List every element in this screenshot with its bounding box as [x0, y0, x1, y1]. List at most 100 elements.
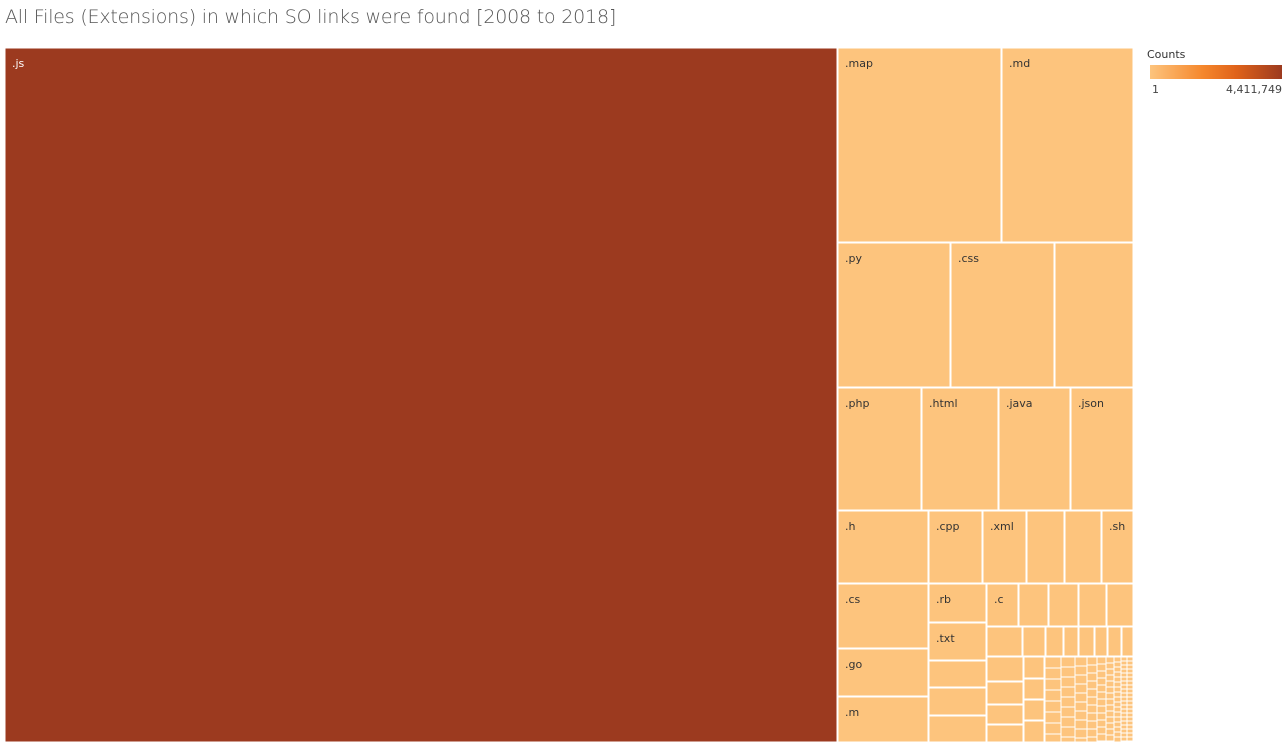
treemap-tile[interactable] — [1113, 666, 1122, 673]
treemap-tile[interactable] — [1126, 684, 1134, 690]
treemap-tile[interactable] — [1074, 683, 1088, 694]
treemap-tile[interactable] — [1086, 664, 1098, 674]
treemap-tile[interactable] — [1120, 716, 1128, 722]
treemap-tile[interactable] — [1113, 691, 1122, 698]
treemap-tile[interactable] — [1113, 671, 1122, 678]
treemap-tile[interactable] — [1120, 712, 1128, 718]
treemap-tile[interactable] — [1054, 242, 1134, 388]
treemap-tile-json[interactable] — [1070, 387, 1134, 511]
treemap-tile[interactable] — [1113, 716, 1122, 723]
treemap-tile[interactable] — [1044, 733, 1062, 743]
treemap-tile-h[interactable] — [837, 510, 929, 584]
treemap-tile[interactable] — [1126, 696, 1134, 702]
treemap-tile[interactable] — [1086, 688, 1098, 698]
treemap-tile[interactable] — [1126, 700, 1134, 706]
treemap-tile[interactable] — [1096, 691, 1107, 700]
treemap-tile[interactable] — [1096, 705, 1107, 714]
treemap-tile[interactable] — [928, 687, 987, 716]
treemap-tile[interactable] — [1120, 664, 1128, 670]
treemap-tile[interactable] — [1086, 680, 1098, 690]
treemap-tile[interactable] — [1096, 698, 1107, 707]
treemap-tile[interactable] — [1060, 686, 1076, 698]
treemap-tile[interactable] — [1044, 711, 1062, 724]
treemap-tile[interactable] — [1086, 696, 1098, 706]
treemap-tile[interactable] — [1086, 720, 1098, 730]
treemap-tile-css[interactable] — [950, 242, 1055, 388]
treemap-tile[interactable] — [1096, 677, 1107, 686]
treemap-tile[interactable] — [1126, 660, 1134, 666]
treemap-tile[interactable] — [986, 704, 1024, 725]
treemap-tile[interactable] — [1120, 704, 1128, 710]
treemap-tile[interactable] — [1120, 732, 1128, 738]
treemap-tile-html[interactable] — [921, 387, 999, 511]
treemap-tile-cs[interactable] — [837, 583, 929, 649]
treemap-tile[interactable] — [1105, 686, 1115, 694]
treemap-tile-cpp[interactable] — [928, 510, 983, 584]
treemap-tile[interactable] — [1096, 726, 1107, 735]
treemap-tile[interactable] — [1086, 704, 1098, 714]
treemap-tile[interactable] — [1120, 696, 1128, 702]
treemap-tile[interactable] — [1105, 710, 1115, 718]
treemap-tile[interactable] — [1094, 626, 1108, 657]
treemap-tile-php[interactable] — [837, 387, 922, 511]
treemap-tile[interactable] — [1120, 680, 1128, 686]
treemap-tile[interactable] — [1113, 661, 1122, 668]
treemap-tile[interactable] — [928, 715, 987, 743]
treemap-tile[interactable] — [1096, 656, 1107, 665]
treemap-tile[interactable] — [1126, 716, 1134, 722]
treemap-tile[interactable] — [1126, 728, 1134, 734]
treemap-tile[interactable] — [1105, 662, 1115, 670]
treemap-tile-xml[interactable] — [982, 510, 1027, 584]
treemap-tile[interactable] — [1113, 656, 1122, 663]
treemap-tile[interactable] — [986, 656, 1024, 682]
treemap-tile[interactable] — [1120, 676, 1128, 682]
treemap-tile[interactable] — [1105, 668, 1115, 676]
treemap-tile[interactable] — [1074, 719, 1088, 730]
treemap-tile[interactable] — [1074, 710, 1088, 721]
treemap-tile[interactable] — [1105, 680, 1115, 688]
treemap-tile[interactable] — [1105, 656, 1115, 664]
treemap-tile[interactable] — [1113, 721, 1122, 728]
treemap-tile[interactable] — [1074, 728, 1088, 739]
treemap-tile[interactable] — [1120, 720, 1128, 726]
treemap-tile[interactable] — [1120, 724, 1128, 730]
treemap-tile[interactable] — [1023, 656, 1045, 679]
treemap-tile[interactable] — [1023, 699, 1045, 721]
treemap-tile[interactable] — [1023, 678, 1045, 700]
treemap-tile[interactable] — [1113, 711, 1122, 718]
treemap-tile[interactable] — [1120, 736, 1128, 742]
treemap-tile[interactable] — [1023, 720, 1045, 743]
treemap-tile[interactable] — [1044, 656, 1062, 669]
treemap-tile[interactable] — [1086, 736, 1098, 743]
treemap-tile[interactable] — [1120, 728, 1128, 734]
treemap-tile[interactable] — [1096, 684, 1107, 693]
treemap-tile-sh[interactable] — [1101, 510, 1134, 584]
treemap-tile-map[interactable] — [837, 47, 1002, 243]
treemap-tile[interactable] — [1126, 736, 1134, 742]
treemap-tile[interactable] — [1105, 722, 1115, 730]
treemap-tile[interactable] — [1022, 626, 1046, 657]
treemap-tile[interactable] — [1086, 672, 1098, 682]
treemap-tile[interactable] — [1105, 692, 1115, 700]
treemap-tile[interactable] — [1096, 733, 1107, 742]
treemap-tile[interactable] — [1126, 656, 1134, 662]
treemap-tile[interactable] — [986, 626, 1023, 657]
treemap-tile[interactable] — [1120, 692, 1128, 698]
treemap-tile[interactable] — [1078, 626, 1095, 657]
treemap-tile[interactable] — [1060, 706, 1076, 718]
treemap-tile[interactable] — [1105, 674, 1115, 682]
treemap-tile[interactable] — [1086, 728, 1098, 738]
treemap-tile[interactable] — [1113, 731, 1122, 738]
treemap-tile[interactable] — [1126, 688, 1134, 694]
treemap-tile[interactable] — [1120, 660, 1128, 666]
treemap-tile[interactable] — [1126, 676, 1134, 682]
treemap-tile[interactable] — [1126, 720, 1134, 726]
treemap-tile-go[interactable] — [837, 648, 929, 697]
treemap-tile[interactable] — [1113, 706, 1122, 713]
treemap-tile[interactable] — [1105, 716, 1115, 724]
treemap-tile[interactable] — [1060, 716, 1076, 728]
treemap-tile[interactable] — [1113, 676, 1122, 683]
treemap-tile[interactable] — [1060, 666, 1076, 678]
treemap-tile[interactable] — [1060, 696, 1076, 708]
treemap-tile[interactable] — [1096, 663, 1107, 672]
